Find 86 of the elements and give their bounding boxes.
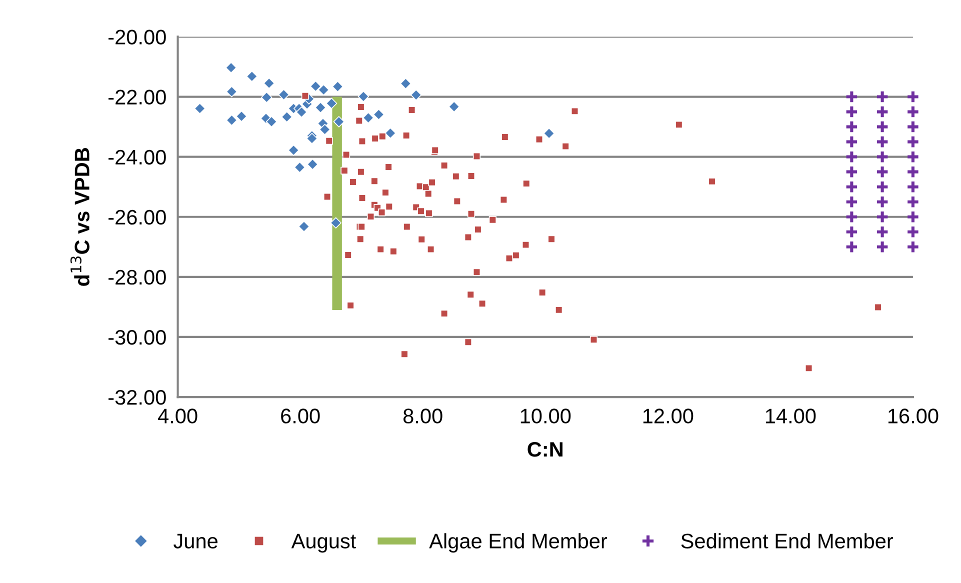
point — [225, 62, 237, 74]
point — [844, 150, 859, 164]
point — [194, 102, 206, 114]
x-tick-label: 10.00 — [520, 408, 571, 424]
point — [373, 108, 384, 120]
legend-label: Algae End Member — [429, 533, 608, 553]
y-axis-title: d$^{13}$C vs VPDB — [70, 148, 90, 286]
point — [875, 194, 890, 209]
point — [875, 90, 890, 104]
legend-label: August — [291, 534, 356, 553]
y-tick-label: -30.00 — [108, 330, 166, 345]
legend-label: June — [174, 534, 218, 548]
point — [306, 158, 318, 170]
point — [875, 180, 890, 194]
point — [906, 90, 920, 104]
point — [263, 78, 275, 89]
point — [226, 114, 238, 126]
point — [410, 89, 422, 101]
point — [266, 116, 278, 128]
point — [875, 224, 890, 239]
point — [875, 210, 890, 224]
legend-label: Sediment End Member — [681, 533, 894, 548]
point — [384, 127, 396, 139]
point — [246, 70, 258, 82]
point — [906, 194, 920, 209]
point — [844, 240, 859, 254]
point — [906, 134, 920, 149]
point — [844, 120, 859, 134]
point — [875, 120, 890, 134]
point — [844, 90, 859, 104]
point — [310, 80, 322, 92]
point — [906, 240, 920, 254]
point — [362, 112, 374, 124]
point — [306, 132, 318, 144]
point — [875, 164, 890, 179]
y-tick-label: -22.00 — [108, 90, 166, 105]
point — [448, 101, 460, 112]
point — [844, 224, 859, 239]
y-tick-label: -20.00 — [108, 30, 166, 44]
point — [288, 144, 300, 156]
point — [543, 128, 555, 140]
x-tick-label: 4.00 — [158, 408, 198, 424]
point — [314, 102, 326, 114]
point — [358, 90, 370, 102]
x-tick-label: 16.00 — [888, 408, 938, 424]
x-tick-label: 12.00 — [643, 408, 694, 424]
point — [844, 104, 859, 119]
point — [400, 78, 412, 90]
point — [298, 220, 310, 232]
point — [844, 210, 859, 224]
point — [278, 89, 290, 100]
point — [906, 224, 920, 239]
x-tick-label: 14.00 — [766, 408, 816, 424]
point — [319, 124, 330, 136]
point — [296, 106, 308, 118]
point — [906, 180, 920, 194]
point — [875, 150, 890, 164]
point — [326, 98, 338, 109]
point — [236, 110, 248, 122]
y-tick-label: -26.00 — [108, 210, 166, 225]
point — [906, 210, 920, 224]
y-tick-label: -24.00 — [108, 150, 166, 165]
point — [906, 104, 920, 119]
y-tick-label: -28.00 — [108, 270, 166, 285]
point — [906, 120, 920, 134]
point — [844, 164, 859, 179]
point — [906, 150, 920, 164]
point — [875, 134, 890, 149]
x-tick-label: 8.00 — [403, 408, 442, 424]
point — [261, 92, 272, 103]
point — [281, 111, 292, 123]
point — [294, 162, 306, 173]
x-tick-label: 6.00 — [281, 408, 320, 424]
point — [226, 86, 238, 98]
point — [318, 84, 330, 96]
point — [844, 134, 859, 149]
point — [330, 217, 342, 228]
point — [844, 180, 859, 194]
point — [332, 80, 344, 92]
point — [906, 164, 920, 179]
point — [875, 240, 890, 254]
point — [844, 194, 859, 209]
point — [333, 116, 345, 128]
y-tick-label: -32.00 — [108, 390, 166, 405]
x-axis-title: C:N — [528, 442, 562, 457]
point — [875, 104, 890, 119]
